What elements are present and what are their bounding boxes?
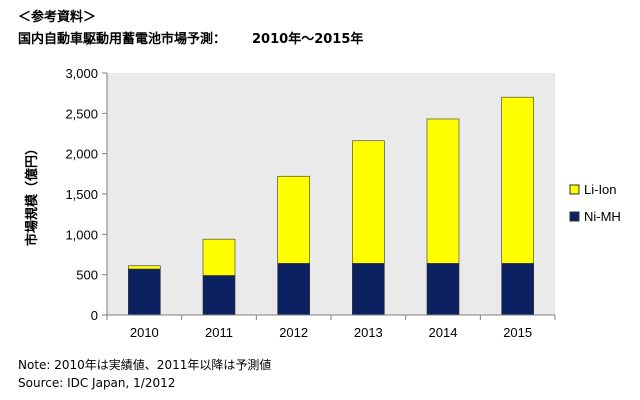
bar-li-ion [501, 96, 534, 264]
bar-ni-mh [202, 275, 236, 316]
legend: Li-Ion Ni-MH [569, 182, 621, 224]
bar-ni-mh [426, 263, 460, 316]
y-tick-label: 1,500 [65, 187, 98, 202]
x-tick-label: 2010 [130, 325, 159, 340]
legend-swatch-li-ion [569, 184, 580, 195]
bar-ni-mh [352, 263, 385, 316]
y-tick-label: 0 [91, 308, 98, 323]
legend-label-li-ion: Li-Ion [584, 182, 617, 197]
y-tick-label: 2,500 [65, 106, 98, 121]
x-tick-label: 2013 [354, 325, 383, 340]
bar-li-ion [128, 265, 161, 270]
bar-li-ion [277, 175, 310, 264]
y-tick-label: 2,000 [65, 147, 98, 162]
bar-li-ion [352, 140, 385, 264]
plot-background [107, 73, 555, 315]
x-tick-group: 2010 2011 2012 2013 2014 2015 [106, 315, 556, 340]
y-tick-label: 1,000 [65, 227, 98, 242]
bar-li-ion [426, 118, 460, 264]
header-label: ＜参考資料＞ [18, 10, 97, 25]
bar-ni-mh [501, 263, 534, 316]
bar-li-ion [202, 238, 236, 276]
y-tick-label: 500 [76, 268, 98, 283]
y-tick-group: 0 500 1,000 1,500 2,000 2,500 3,000 [65, 66, 107, 323]
x-tick-label: 2015 [503, 325, 532, 340]
bar-ni-mh [128, 268, 161, 316]
legend-swatch-ni-mh [569, 211, 580, 222]
y-axis-label: 市場規模（億円） [24, 142, 39, 246]
chart-title-main: 国内自動車駆動用蓄電池市場予測： [18, 32, 227, 47]
x-tick-label: 2011 [205, 325, 233, 340]
chart-source: Source: IDC Japan, 1/2012 [18, 376, 176, 390]
bar-ni-mh [277, 263, 310, 316]
legend-label-ni-mh: Ni-MH [584, 209, 621, 224]
x-tick-label: 2014 [429, 325, 458, 340]
chart-title-range: 2010年～2015年 [252, 32, 364, 47]
y-tick-label: 3,000 [65, 66, 98, 81]
chart-area: 0 500 1,000 1,500 2,000 2,500 3,000 2010 2011 20… [18, 60, 622, 350]
x-tick-label: 2012 [279, 325, 308, 340]
bars-group [128, 96, 534, 316]
chart-title: 国内自動車駆動用蓄電池市場予測： 2010年～2015年 [18, 28, 363, 47]
chart-note: Note: 2010年は実績値、2011年以降は予測値 [18, 358, 272, 372]
